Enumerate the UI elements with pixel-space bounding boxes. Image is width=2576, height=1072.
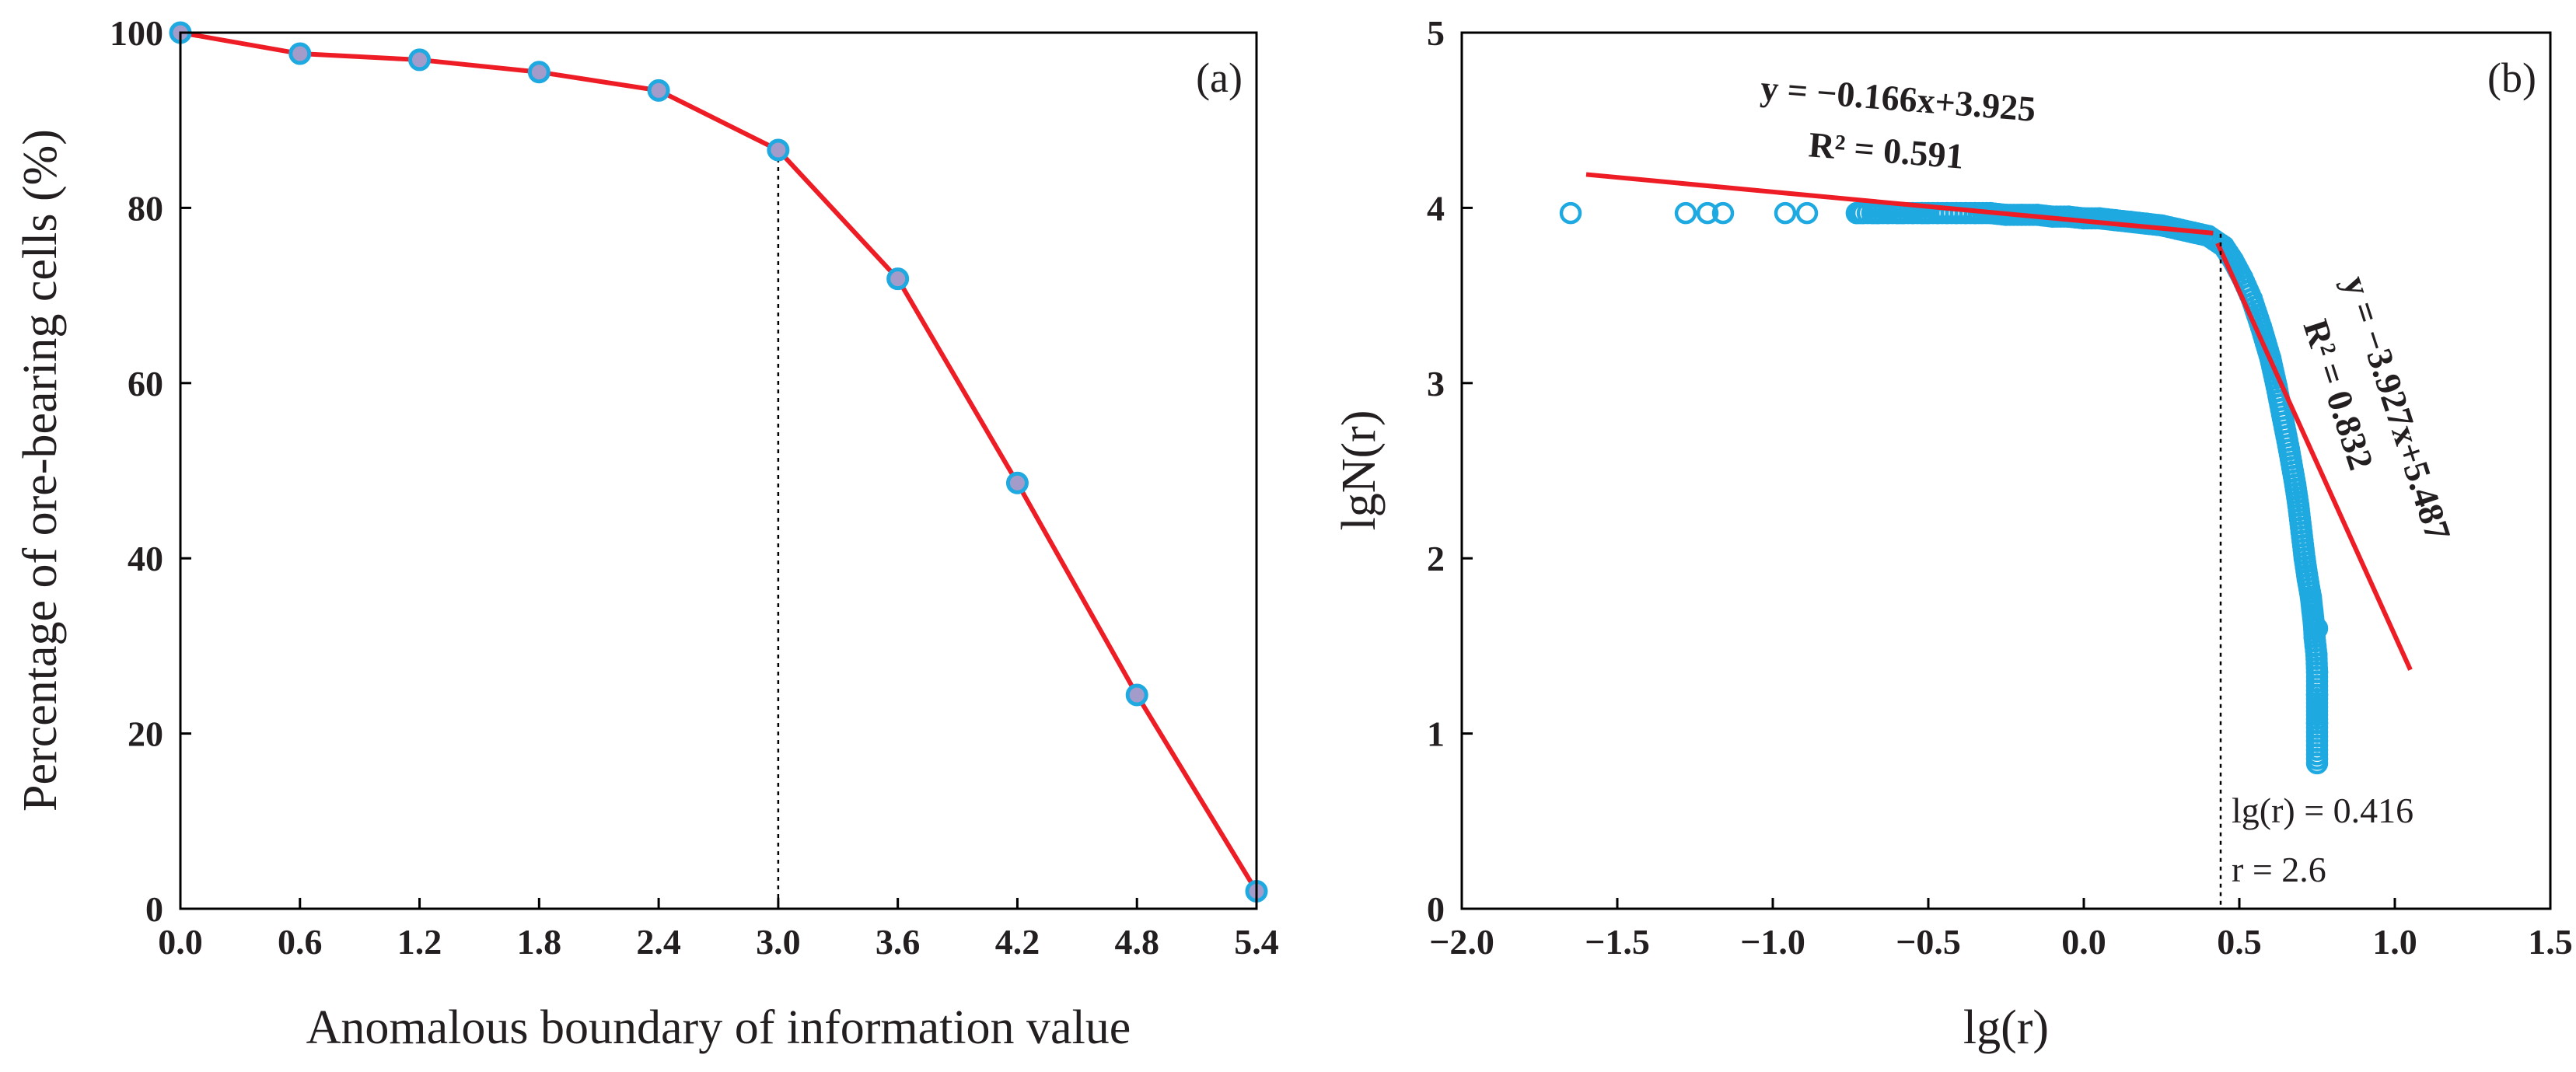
panel-a-y-tick-label: 80 (128, 188, 163, 228)
panel-a-chart: 0.0 0.6 1.2 1.8 2.4 3.0 3.6 4.2 4.8 5.4 0 20 40 60 80 1… (14, 13, 1279, 1054)
panel-b-data-point (2305, 752, 2329, 775)
panel-b-data-point (2290, 521, 2313, 543)
panel-b-data-point (2287, 494, 2310, 517)
panel-b-y-tick-label: 1 (1427, 714, 1445, 754)
fit-1-r2: R² = 0.591 (1807, 124, 1965, 176)
panel-b-data-point (2293, 546, 2316, 570)
panel-a-data-point (527, 61, 551, 84)
panel-b-data-point (2197, 225, 2220, 247)
panel-b-data-point (1674, 201, 1697, 225)
panel-a-x-tick-label: 4.2 (995, 922, 1040, 962)
panel-b-data-point (2284, 473, 2307, 496)
panel-a-series (169, 21, 1268, 903)
panel-a-data-point (647, 79, 670, 102)
panel-b-y-tick-label: 4 (1427, 188, 1445, 228)
panel-b-data-point (2103, 208, 2127, 232)
panel-b-data-point (2305, 711, 2329, 735)
panel-b-data-point (1861, 201, 1884, 225)
panel-b-y-tick-label: 2 (1427, 539, 1445, 578)
panel-a-x-tick-label: 2.4 (636, 922, 681, 962)
panel-a-x-tick-label: 0.6 (278, 922, 323, 962)
panel-a-x-tick-label: 1.8 (517, 922, 562, 962)
panel-b-fit-line-2 (2215, 242, 2413, 671)
panel-a-series-line (180, 30, 1259, 893)
panel-b-y-tick-label: 5 (1427, 13, 1445, 53)
panel-a-y-tick-label: 40 (128, 539, 163, 578)
panel-b-data-point (1711, 201, 1735, 225)
panel-a-y-tick-label: 100 (110, 13, 163, 53)
panel-b-x-tick-label: −0.5 (1896, 922, 1961, 962)
panel-a-x-tick-label: 3.6 (876, 922, 921, 962)
panel-b-data-point (1774, 201, 1797, 225)
panel-b-x-axis-title: lg(r) (1963, 1001, 2049, 1054)
panel-a-x-tick-label: 3.0 (756, 922, 801, 962)
panel-b-x-tick-label: 1.5 (2528, 922, 2573, 962)
panel-a-x-tick-label: 1.2 (397, 922, 442, 962)
panel-a-x-axis-title: Anomalous boundary of information value (306, 1001, 1131, 1054)
panel-b-data-point (2119, 211, 2142, 233)
panel-a-data-point (288, 42, 312, 65)
panel-b-data-point (1696, 201, 1719, 225)
panel-a-data-point (408, 48, 432, 72)
fit-2-annotation: y = −3.927x+5.487 R² = 0.832 (2295, 271, 2458, 546)
panel-a-x-tick-label: 0.0 (158, 922, 203, 962)
panel-b-chart: −2.0 −1.5 −1.0 −0.5 0.0 0.5 1.0 1.5 0 1 2 3 4 5 (b) l… (1333, 13, 2573, 1054)
panel-b-data-point (2305, 683, 2329, 707)
threshold-annotation-lg: lg(r) = 0.416 (2232, 791, 2413, 830)
panel-a-x-tick-label: 5.4 (1234, 922, 1279, 962)
panel-b-data-point (2277, 438, 2301, 461)
panel-a-x-tick-label: 4.8 (1114, 922, 1159, 962)
panel-a-y-tick-label: 60 (128, 364, 163, 403)
panel-a-y-tick-label: 20 (128, 714, 163, 754)
panel-b-x-tick-label: 0.5 (2217, 922, 2262, 962)
panel-b-data-point (2259, 347, 2282, 370)
panel-b-data-point (1845, 201, 1868, 225)
panel-a-label: (a) (1196, 54, 1243, 101)
panel-b-data-point (1559, 201, 1582, 225)
panel-b-fit-line-1 (1585, 172, 2214, 236)
panel-a-axes-frame (179, 31, 1258, 910)
panel-b-data-point (2305, 661, 2329, 683)
threshold-annotation-r: r = 2.6 (2232, 850, 2326, 889)
panel-b-data-point (1851, 201, 1875, 225)
panel-a-ticks: 0.0 0.6 1.2 1.8 2.4 3.0 3.6 4.2 4.8 5.4 0 20 40 60 80 1… (110, 13, 1279, 962)
panel-b-label: (b) (2487, 54, 2536, 101)
panel-b-y-axis-title: lgN(r) (1333, 410, 1386, 531)
panel-b-x-tick-label: −2.0 (1429, 922, 1494, 962)
panel-a-data-point (886, 267, 910, 291)
panel-b-ticks: −2.0 −1.5 −1.0 −0.5 0.0 0.5 1.0 1.5 0 1 2 3 4 5 (1427, 13, 2573, 962)
panel-b-x-tick-label: 0.0 (2061, 922, 2106, 962)
fit-1-equation: y = −0.166x+3.925 (1759, 68, 2037, 129)
panel-b-axes-frame (1460, 31, 2552, 910)
panel-a-data-point (1005, 471, 1029, 494)
panel-a-data-point (767, 138, 790, 162)
panel-b-data-point (2299, 585, 2323, 609)
panel-b-y-tick-label: 3 (1427, 364, 1445, 403)
panel-b-x-tick-label: −1.5 (1585, 922, 1650, 962)
panel-b-data-point (2271, 407, 2295, 430)
panel-b-x-tick-label: 1.0 (2372, 922, 2417, 962)
panel-b-y-tick-label: 0 (1427, 889, 1445, 929)
fit-1-annotation: y = −0.166x+3.925 R² = 0.591 (1759, 68, 2037, 176)
panel-b-scatter-points (1559, 201, 2329, 775)
panel-b-data-point (2088, 207, 2111, 230)
panel-b-data-point (1795, 201, 1819, 225)
panel-b-x-tick-label: −1.0 (1740, 922, 1805, 962)
panel-a-y-tick-label: 0 (145, 889, 163, 929)
panel-a-y-axis-title: Percentage of ore-bearing cells (%) (14, 129, 67, 812)
panel-a-data-point (1125, 683, 1148, 707)
panel-b-data-point (2305, 617, 2329, 640)
panel-b-data-point (2302, 613, 2326, 637)
panel-b-fit-lines (1585, 172, 2413, 909)
